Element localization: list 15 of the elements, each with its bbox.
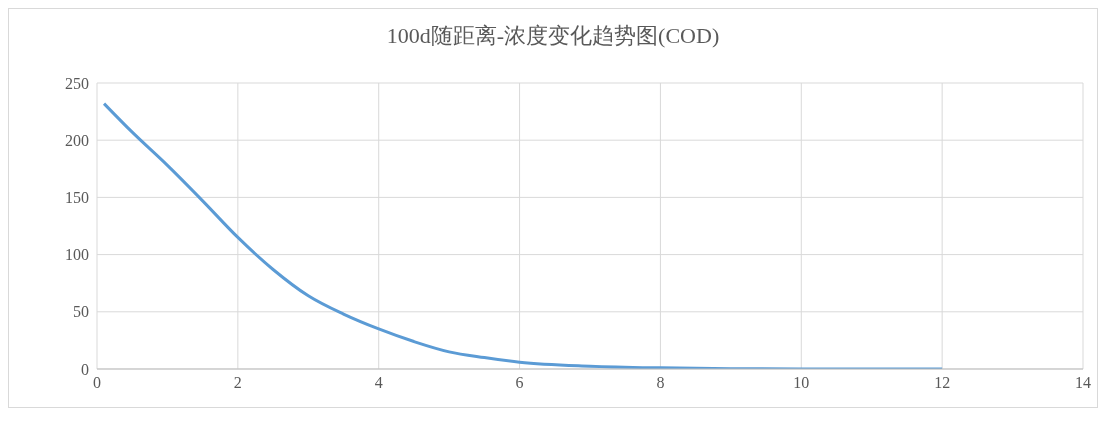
chart-title: 100d随距离-浓度变化趋势图(COD) xyxy=(385,22,721,50)
x-tick-label: 10 xyxy=(793,374,810,392)
x-tick-label: 4 xyxy=(374,374,383,392)
x-tick-label: 6 xyxy=(515,374,524,392)
x-tick-label: 8 xyxy=(656,374,665,392)
y-tick-label: 150 xyxy=(65,189,89,207)
y-tick-label: 100 xyxy=(65,246,89,264)
y-tick-label: 200 xyxy=(65,131,89,149)
x-tick-label: 2 xyxy=(233,374,242,392)
y-tick-label: 0 xyxy=(81,360,89,378)
x-tick-label: 14 xyxy=(1075,374,1091,392)
x-tick-label: 0 xyxy=(93,374,101,392)
y-tick-label: 50 xyxy=(73,303,89,321)
y-tick-label: 250 xyxy=(65,74,89,92)
x-tick-label: 12 xyxy=(934,374,951,392)
